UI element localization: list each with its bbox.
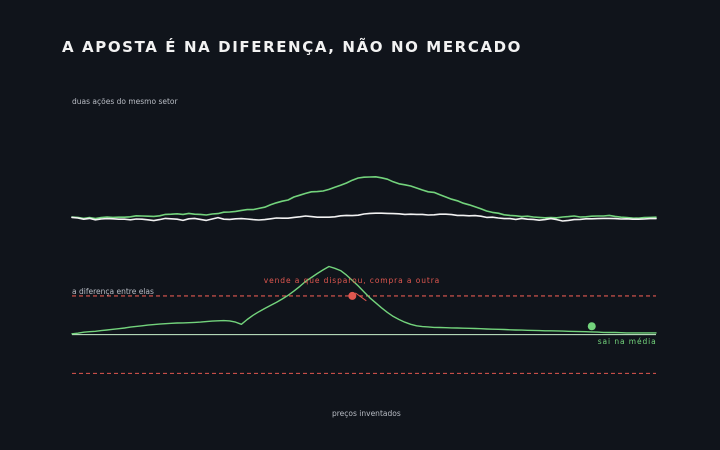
- exit-signal-label: sai na média: [598, 337, 657, 346]
- sell-signal-label: vende a que disparou, compra a outra: [264, 276, 440, 285]
- top-panel-label: duas ações do mesmo setor: [72, 97, 178, 106]
- footer-note: preços inventados: [332, 409, 401, 418]
- stock-b-line: [71, 212, 657, 222]
- top-panel: [71, 176, 657, 222]
- spread-line: [71, 265, 657, 335]
- stock-a-line: [71, 176, 657, 220]
- bottom-panel-label: a diferença entre elas: [72, 287, 154, 296]
- exit-signal-marker: [587, 322, 596, 331]
- chart-title: A APOSTA É NA DIFERENÇA, NÃO NO MERCADO: [62, 38, 523, 56]
- sell-signal-marker: [348, 291, 357, 300]
- bottom-panel: vende a que disparou, compra a outra sai …: [71, 265, 657, 374]
- sell-signal-leader: [355, 292, 367, 302]
